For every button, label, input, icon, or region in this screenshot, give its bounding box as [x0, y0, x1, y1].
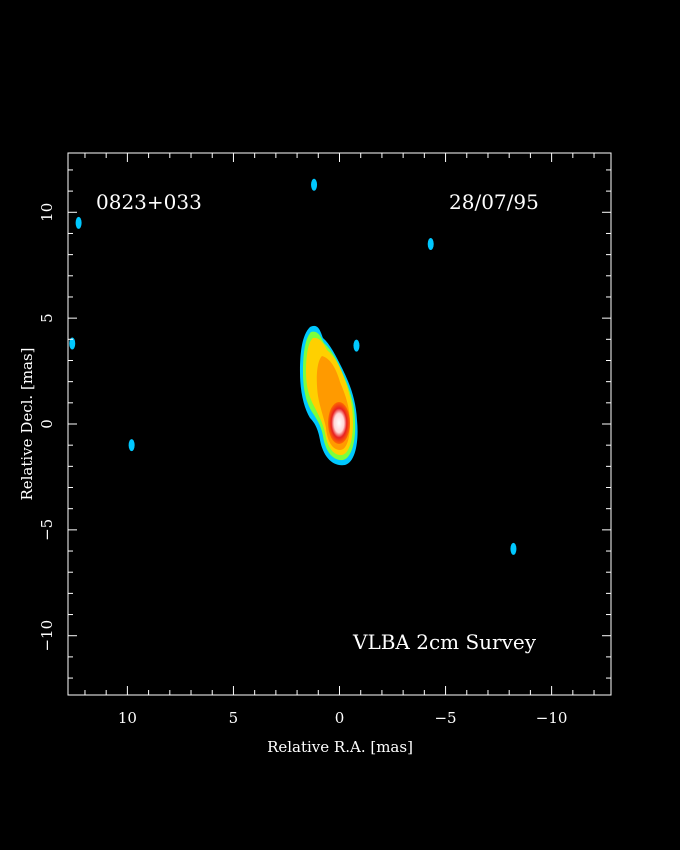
x-tick-labels: 10 5 0 −5 −10 — [118, 709, 568, 727]
source-name-label: 0823+033 — [96, 190, 202, 214]
core-peak — [328, 402, 350, 444]
noise-spot — [69, 337, 76, 350]
y-tick-label: 5 — [38, 313, 56, 323]
source-emission — [300, 325, 358, 466]
y-tick-label: −10 — [38, 620, 56, 652]
x-tick-label: 0 — [335, 709, 345, 727]
noise-spot — [75, 216, 82, 229]
y-tick-label: 0 — [38, 419, 56, 429]
y-tick-labels: 10 5 0 −5 −10 — [38, 203, 56, 652]
x-axis-title: Relative R.A. [mas] — [267, 738, 413, 756]
survey-label: VLBA 2cm Survey — [352, 630, 537, 654]
x-tick-label: −10 — [536, 709, 568, 727]
epoch-date-label: 28/07/95 — [449, 190, 539, 214]
noise-spots — [69, 178, 517, 555]
x-tick-label: 10 — [118, 709, 137, 727]
y-tick-label: 10 — [38, 203, 56, 222]
noise-spot — [427, 238, 434, 251]
noise-spot — [128, 439, 135, 452]
axis-ticks — [68, 153, 611, 695]
y-axis-title: Relative Decl. [mas] — [18, 347, 36, 500]
y-tick-label: −5 — [38, 519, 56, 541]
noise-spot — [311, 178, 318, 191]
noise-spot — [510, 542, 517, 555]
x-tick-label: −5 — [434, 709, 456, 727]
x-tick-label: 5 — [229, 709, 239, 727]
noise-spot — [353, 339, 360, 352]
